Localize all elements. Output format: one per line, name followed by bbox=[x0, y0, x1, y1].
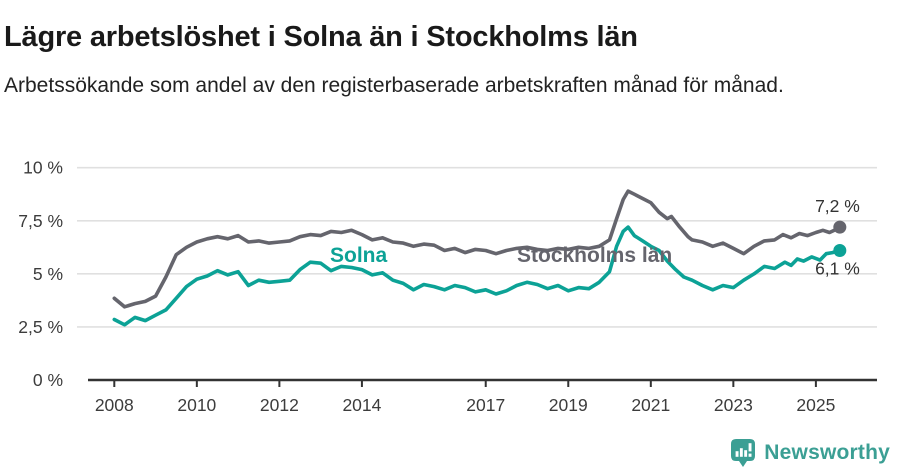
x-tick-label-2012: 2012 bbox=[260, 395, 299, 415]
series-label-stockholms-lan: Stockholms län bbox=[517, 244, 672, 267]
y-tick-label-10: 10 % bbox=[23, 158, 63, 178]
x-tick-label-2023: 2023 bbox=[714, 395, 753, 415]
footer-brand: Newsworthy bbox=[730, 438, 890, 468]
y-tick-label-5: 5 % bbox=[33, 264, 63, 284]
line-stockholms-lan bbox=[112, 189, 842, 309]
y-tick-label-7.5: 7,5 % bbox=[18, 211, 63, 231]
x-tick-label-2025: 2025 bbox=[796, 395, 835, 415]
x-tick-label-2021: 2021 bbox=[631, 395, 670, 415]
x-tick-label-2017: 2017 bbox=[466, 395, 505, 415]
x-tick-label-2019: 2019 bbox=[549, 395, 588, 415]
end-value-label-stockholms-lan: 7,2 % bbox=[815, 196, 860, 216]
end-value-label-solna: 6,1 % bbox=[815, 258, 860, 278]
y-tick-label-2.5: 2,5 % bbox=[18, 317, 63, 337]
line-solna bbox=[112, 225, 842, 327]
brand-name: Newsworthy bbox=[764, 441, 890, 464]
x-tick-label-2010: 2010 bbox=[177, 395, 216, 415]
end-dot-solna bbox=[833, 243, 847, 257]
x-tick-label-2014: 2014 bbox=[342, 395, 381, 415]
page-title: Lägre arbetslöshet i Solna än i Stockhol… bbox=[4, 21, 638, 54]
x-tick-label-2008: 2008 bbox=[95, 395, 134, 415]
series-label-solna: Solna bbox=[330, 244, 387, 267]
end-dot-stockholms-lan bbox=[833, 220, 847, 234]
page-subtitle: Arbetssökande som andel av den registerb… bbox=[4, 74, 784, 97]
newsworthy-logo-icon bbox=[731, 439, 756, 467]
y-tick-label-0: 0 % bbox=[33, 370, 63, 390]
